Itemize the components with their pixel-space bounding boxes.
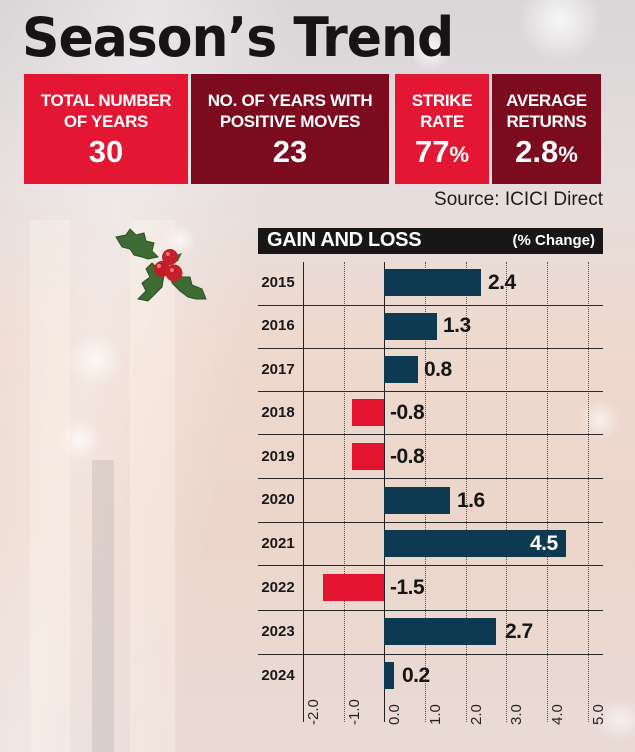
background-light (130, 220, 175, 752)
x-tick-label: 1.0 (427, 704, 444, 725)
row-divider (258, 434, 603, 435)
bar-value: -0.8 (390, 401, 425, 424)
bar-value: 4.5 (530, 532, 558, 555)
bar-2021 (384, 530, 566, 557)
year-label: 2024 (261, 667, 295, 684)
stat-label: STRIKE (411, 91, 473, 110)
stat-number: 2.8 (515, 134, 559, 169)
stat-label: RETURNS (506, 112, 587, 131)
gridline (506, 262, 507, 722)
row-divider (258, 348, 603, 349)
bar-2023 (384, 618, 496, 645)
bar-value: 1.3 (443, 314, 471, 337)
x-tick-label: -1.0 (346, 699, 363, 725)
chart-header: GAIN AND LOSS (% Change) (258, 228, 603, 254)
source-note: Source: ICICI Direct (434, 189, 603, 211)
stat-value: 23 (191, 134, 389, 173)
x-tick-label: 2.0 (468, 704, 485, 725)
stat-number: 23 (272, 134, 308, 169)
stat-number: 77 (414, 134, 450, 169)
row-divider (258, 305, 603, 306)
year-label: 2015 (261, 274, 295, 291)
stat-label: AVERAGE (506, 91, 587, 110)
stat-label: RATE (420, 112, 464, 131)
stat-label: OF YEARS (63, 112, 149, 131)
stat-unit: % (449, 142, 470, 167)
stat-label: POSITIVE MOVES (219, 112, 361, 131)
axis-line (303, 262, 304, 722)
year-label: 2020 (261, 491, 295, 508)
bar-2019 (352, 443, 384, 470)
stat-label: NO. OF YEARS WITH (207, 91, 373, 110)
bar-2016 (384, 313, 437, 340)
holly-icon (115, 228, 207, 302)
background-light (30, 220, 70, 752)
year-label: 2017 (261, 361, 295, 378)
x-tick-label: 0.0 (386, 704, 403, 725)
bar-value: -0.8 (390, 445, 425, 468)
bar-2022 (323, 574, 384, 601)
row-divider (258, 478, 603, 479)
stat-strike-rate: STRIKE RATE 77% (395, 74, 489, 184)
gridline (344, 262, 345, 722)
bar-2015 (384, 269, 481, 296)
bar-value: 1.6 (457, 489, 485, 512)
row-divider (258, 391, 603, 392)
stat-value: 77% (395, 134, 489, 173)
row-divider (258, 610, 603, 611)
bar-2018 (352, 399, 384, 426)
stat-label: TOTAL NUMBER (40, 91, 172, 110)
bar-value: 0.8 (424, 358, 452, 381)
page-title: Season’s Trend (22, 6, 454, 70)
year-label: 2023 (261, 623, 295, 640)
x-tick-label: 4.0 (549, 704, 566, 725)
year-label: 2021 (261, 535, 295, 552)
row-divider (258, 654, 603, 655)
year-label: 2018 (261, 404, 295, 421)
bar-value: -1.5 (390, 576, 425, 599)
stat-unit: % (558, 142, 578, 167)
row-divider (258, 565, 603, 566)
year-label: 2016 (261, 317, 295, 334)
stat-positive-years: NO. OF YEARS WITH POSITIVE MOVES 23 (191, 74, 389, 184)
stat-value: 2.8% (492, 134, 601, 173)
bar-value: 0.2 (402, 664, 430, 687)
x-tick-label: 5.0 (590, 704, 607, 725)
bar-value: 2.4 (488, 271, 516, 294)
stat-average-returns: AVERAGE RETURNS 2.8% (492, 74, 601, 184)
chart-title: GAIN AND LOSS (267, 229, 422, 251)
row-divider (258, 522, 603, 523)
x-tick-label: 3.0 (508, 704, 525, 725)
x-tick-label: -2.0 (305, 699, 322, 725)
stat-number: 30 (88, 134, 124, 169)
chart-unit: (% Change) (512, 232, 596, 249)
gridline (588, 262, 589, 722)
background-shadow (92, 460, 114, 752)
bar-value: 2.7 (505, 620, 533, 643)
source-name: ICICI Direct (504, 189, 603, 210)
gridline (466, 262, 467, 722)
source-prefix: Source: (434, 189, 505, 210)
bar-2024 (384, 662, 394, 689)
stat-total-years: TOTAL NUMBER OF YEARS 30 (24, 74, 188, 184)
bar-2017 (384, 356, 418, 383)
stat-value: 30 (24, 134, 188, 173)
year-label: 2019 (261, 448, 295, 465)
bar-2020 (384, 487, 450, 514)
year-label: 2022 (261, 579, 295, 596)
gridline (547, 262, 548, 722)
